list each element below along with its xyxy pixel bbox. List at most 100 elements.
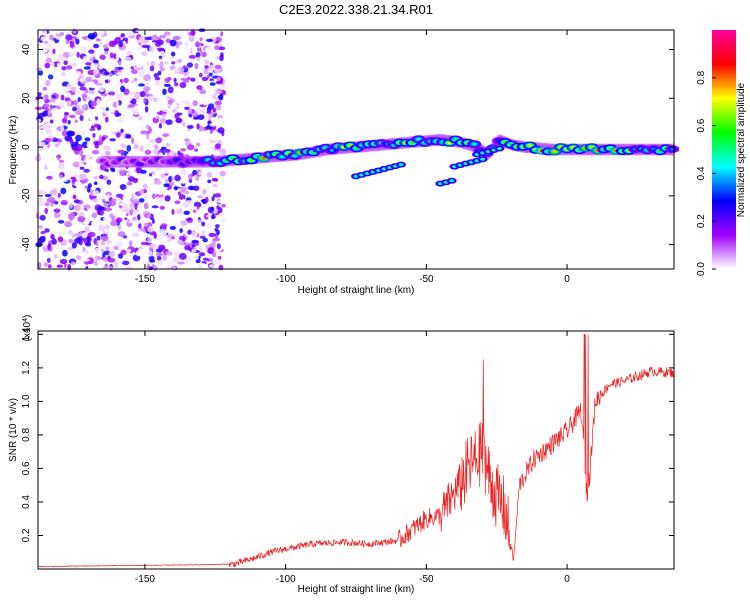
noise-blob	[207, 201, 215, 208]
ridge-streak-core	[480, 157, 486, 161]
snr-xtick-label: -100	[276, 574, 296, 585]
noise-blob	[192, 116, 200, 120]
noise-blob	[68, 170, 72, 176]
noise-blob	[132, 208, 137, 215]
noise-blob	[74, 119, 78, 123]
noise-blob	[92, 133, 96, 138]
noise-blob	[130, 80, 135, 84]
noise-blob	[139, 169, 147, 174]
noise-blob	[154, 181, 162, 185]
noise-blob	[164, 137, 173, 142]
noise-blob	[96, 235, 101, 241]
noise-blob	[168, 150, 175, 158]
noise-blob	[142, 183, 148, 190]
noise-blob	[92, 190, 100, 197]
snr-y-scale-close: )	[22, 315, 33, 318]
noise-blob	[151, 205, 159, 209]
noise-blob	[79, 115, 84, 121]
spectrogram-x-ticks: -150 -100 -50 0	[135, 30, 570, 285]
noise-blob	[138, 198, 145, 203]
noise-blob	[159, 34, 166, 39]
noise-blob	[191, 239, 199, 244]
noise-blob	[154, 106, 162, 112]
noise-blob	[57, 193, 61, 198]
noise-blob	[146, 133, 150, 140]
noise-blob	[186, 144, 195, 151]
noise-blob	[62, 249, 68, 257]
noise-blob	[91, 212, 98, 219]
snr-ytick-label: 1.0	[21, 394, 32, 408]
noise-blob	[220, 118, 227, 123]
spectrogram-x-label: Height of straight line (km)	[298, 285, 415, 296]
noise-blob	[87, 147, 93, 152]
noise-blob	[114, 37, 121, 44]
noise-blob	[172, 256, 180, 263]
noise-blob	[199, 37, 203, 41]
noise-blob	[197, 114, 205, 120]
noise-blob	[132, 177, 138, 184]
noise-blob	[86, 235, 91, 243]
noise-blob	[116, 132, 121, 138]
noise-blob	[106, 216, 112, 224]
noise-blob	[191, 231, 198, 237]
noise-blob	[169, 225, 176, 230]
noise-blob	[135, 250, 144, 257]
noise-blob	[192, 209, 197, 213]
noise-blob	[187, 134, 191, 140]
noise-blob	[118, 175, 124, 180]
noise-blob	[208, 72, 213, 77]
noise-blob	[94, 142, 100, 149]
noise-blob	[73, 99, 78, 107]
noise-blob	[45, 128, 53, 135]
noise-blob	[174, 200, 181, 205]
noise-blob	[143, 97, 147, 104]
noise-blob	[127, 104, 135, 108]
noise-blob	[172, 104, 180, 108]
noise-blob	[37, 186, 46, 191]
noise-blob	[205, 38, 214, 43]
noise-blob	[209, 82, 216, 86]
noise-blob	[87, 250, 93, 255]
noise-blob	[59, 258, 68, 265]
noise-blob	[82, 232, 88, 239]
noise-blob	[153, 73, 159, 78]
noise-blob	[215, 105, 222, 111]
noise-blob	[61, 130, 69, 137]
noise-blob	[105, 194, 111, 199]
noise-blob	[208, 88, 216, 96]
noise-blob	[87, 183, 92, 189]
noise-blob	[125, 67, 129, 72]
noise-blob	[58, 162, 65, 169]
noise-blob	[196, 85, 203, 90]
noise-blob	[119, 169, 127, 177]
noise-blob	[211, 240, 216, 247]
noise-blob	[68, 114, 76, 119]
noise-blob	[190, 263, 195, 270]
noise-blob	[167, 99, 173, 105]
noise-blob	[92, 198, 98, 203]
noise-blob	[174, 174, 181, 182]
ridge-blob-core	[416, 137, 421, 141]
noise-blob	[55, 223, 62, 227]
noise-blob	[45, 79, 51, 87]
noise-blob	[44, 164, 48, 170]
noise-blob	[121, 131, 126, 139]
noise-blob	[140, 51, 148, 57]
noise-blob	[131, 137, 135, 144]
noise-blob	[141, 44, 150, 49]
noise-blob	[196, 123, 200, 130]
noise-blob	[67, 120, 71, 125]
noise-blob	[185, 119, 190, 126]
noise-blob	[183, 79, 190, 83]
snr-series-line	[37, 334, 674, 568]
noise-blob	[97, 206, 105, 211]
noise-blob	[153, 264, 158, 272]
noise-blob	[73, 233, 82, 238]
noise-blob	[61, 72, 66, 76]
noise-blob	[45, 44, 54, 48]
noise-blob	[82, 105, 86, 110]
noise-blob	[167, 86, 174, 94]
noise-blob	[212, 107, 216, 113]
noise-blob	[134, 203, 138, 210]
noise-blob	[171, 191, 177, 195]
